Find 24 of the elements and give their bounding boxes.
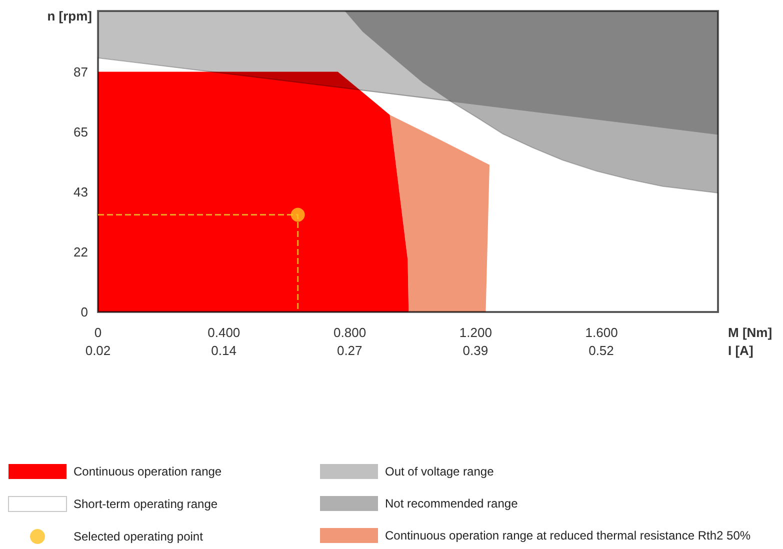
legend-label: Continuous operation range xyxy=(74,464,222,478)
x-tick-label: 0.400 xyxy=(208,325,240,340)
x2-tick-label: 0.02 xyxy=(85,343,111,358)
x2-tick-label: 0.14 xyxy=(211,343,236,358)
y-axis-title: n [rpm] xyxy=(47,8,92,24)
y-tick-label: 43 xyxy=(74,184,88,200)
x-tick-label: 0 xyxy=(94,325,102,340)
legend-label: Short-term operating range xyxy=(74,497,218,511)
x2-axis-title: I [A] xyxy=(728,343,754,358)
legend-label: Continuous operation range at reduced thermal resistance Rth2 50% xyxy=(385,528,751,542)
x-tick-label: 1.600 xyxy=(585,325,618,340)
y-tick-label: 65 xyxy=(74,124,88,140)
y-tick-label: 22 xyxy=(74,244,88,260)
legend-label: Selected operating point xyxy=(74,530,204,544)
legend-label: Out of voltage range xyxy=(385,464,494,478)
x-tick-label: 0.800 xyxy=(334,325,366,340)
x2-tick-label: 0.39 xyxy=(462,343,488,358)
x-tick-label: 1.200 xyxy=(459,325,492,340)
legend-label: Not recommended range xyxy=(385,496,518,510)
x2-tick-label: 0.27 xyxy=(336,343,362,358)
y-tick-label: 87 xyxy=(74,64,88,80)
y-tick-label: 0 xyxy=(80,304,88,320)
x-axis-title: M [Nm] xyxy=(728,325,772,340)
x2-tick-label: 0.52 xyxy=(588,343,614,358)
